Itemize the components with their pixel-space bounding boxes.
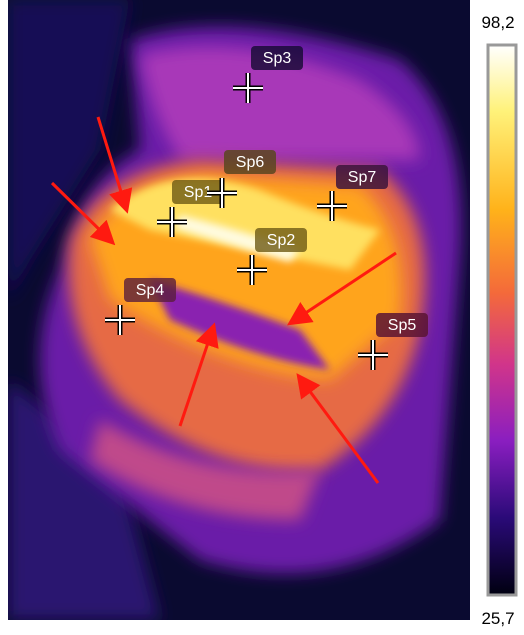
- arrow: [178, 322, 219, 427]
- spot-cross: [237, 255, 267, 285]
- spot-label: Sp6: [236, 154, 265, 171]
- annotation-arrows: [50, 116, 397, 484]
- thermal-image: [8, 0, 470, 620]
- spot-label-box: [376, 313, 428, 337]
- spot: Sp3: [251, 46, 303, 70]
- spot-cross: [317, 191, 347, 221]
- spot-label: Sp5: [388, 317, 417, 334]
- spot: Sp5: [376, 313, 428, 337]
- spot-label-box: [251, 46, 303, 70]
- spot-cross: [157, 207, 187, 237]
- spot-label-box: [124, 278, 176, 302]
- spot-label: Sp3: [263, 50, 292, 67]
- spot-cross: [105, 305, 135, 335]
- spot-label-box: [224, 150, 276, 174]
- spot-cross: [207, 178, 237, 208]
- arrow: [287, 251, 397, 326]
- arrow: [96, 116, 133, 214]
- spot: Sp2: [255, 228, 307, 252]
- spot-label: Sp2: [267, 232, 296, 249]
- spot-label-box: [255, 228, 307, 252]
- color-scale-bar: [486, 43, 518, 597]
- spot-label-box: [172, 180, 224, 204]
- scale-min-label: 25,7: [481, 609, 514, 628]
- spot-markers: Sp1 Sp2 Sp3 Sp4 Sp5 Sp6 Sp7: [105, 46, 428, 370]
- spot-cross: [233, 73, 263, 103]
- spot: Sp4: [124, 278, 176, 302]
- spot-label: Sp1: [184, 184, 213, 201]
- arrow: [50, 181, 116, 246]
- spot: Sp6: [224, 150, 276, 174]
- spot-cross: [358, 340, 388, 370]
- spot: Sp7: [336, 165, 388, 189]
- spot: Sp1: [172, 180, 224, 204]
- spot-label: Sp4: [136, 282, 165, 299]
- scale-max-label: 98,2: [481, 13, 514, 32]
- arrow: [296, 373, 380, 484]
- spot-label-box: [336, 165, 388, 189]
- spot-label: Sp7: [348, 169, 377, 186]
